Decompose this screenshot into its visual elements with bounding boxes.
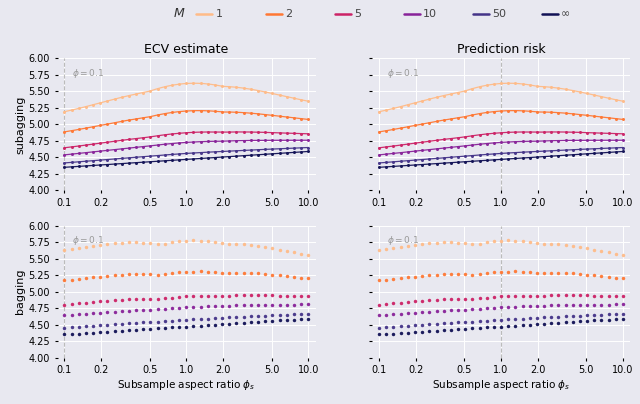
Text: $\phi = 0.1$: $\phi = 0.1$ <box>72 234 104 247</box>
Text: $\phi = 0.1$: $\phi = 0.1$ <box>72 67 104 80</box>
X-axis label: Subsample aspect ratio $\phi_s$: Subsample aspect ratio $\phi_s$ <box>432 378 570 392</box>
Title: Prediction risk: Prediction risk <box>457 43 546 56</box>
Text: $\phi = 0.1$: $\phi = 0.1$ <box>387 67 419 80</box>
Text: $M$: $M$ <box>173 7 186 20</box>
Text: 50: 50 <box>492 9 506 19</box>
X-axis label: Subsample aspect ratio $\phi_s$: Subsample aspect ratio $\phi_s$ <box>118 378 256 392</box>
Text: 5: 5 <box>354 9 361 19</box>
Text: 2: 2 <box>285 9 292 19</box>
Text: 1: 1 <box>216 9 223 19</box>
Y-axis label: bagging: bagging <box>15 269 26 314</box>
Text: ∞: ∞ <box>561 9 570 19</box>
Text: 10: 10 <box>423 9 437 19</box>
Title: ECV estimate: ECV estimate <box>145 43 228 56</box>
Y-axis label: subagging: subagging <box>15 95 26 154</box>
Text: $\phi = 0.1$: $\phi = 0.1$ <box>387 234 419 247</box>
